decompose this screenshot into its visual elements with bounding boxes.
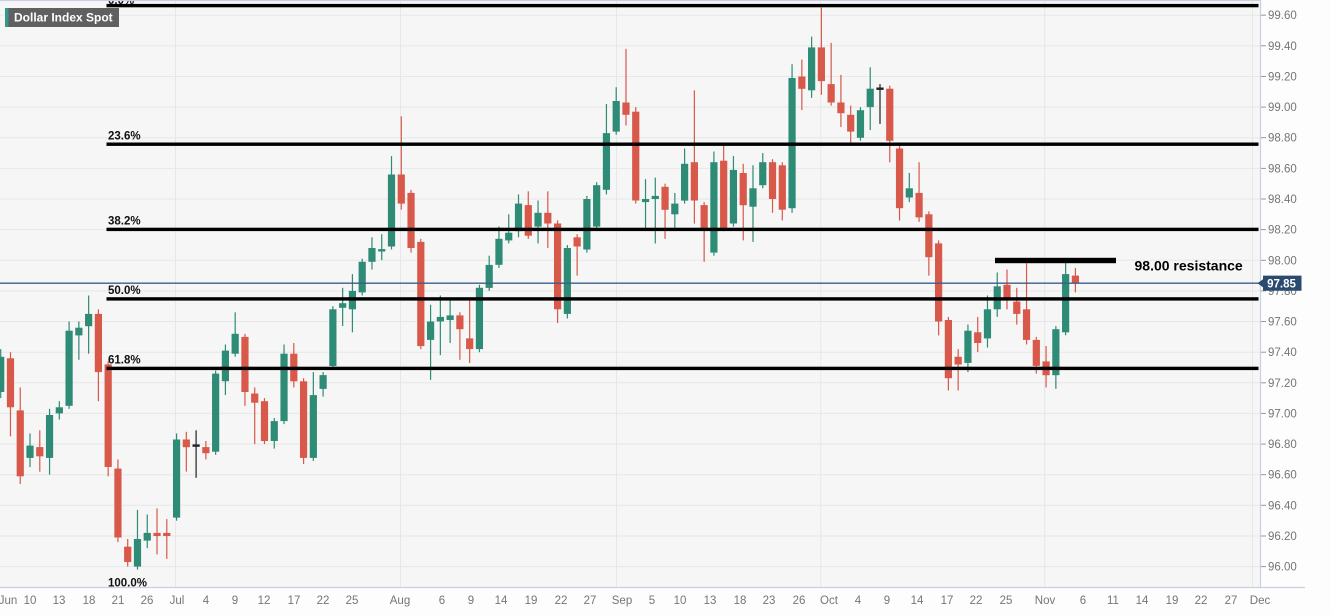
svg-text:23: 23 (763, 595, 776, 607)
svg-text:17: 17 (288, 595, 301, 607)
svg-text:97.85: 97.85 (1267, 278, 1296, 290)
svg-text:96.40: 96.40 (1268, 500, 1297, 512)
svg-text:Oct: Oct (820, 595, 839, 607)
svg-text:Jun: Jun (0, 595, 17, 607)
svg-text:97.20: 97.20 (1268, 378, 1297, 390)
svg-text:99.00: 99.00 (1268, 102, 1297, 114)
svg-text:27: 27 (1225, 595, 1238, 607)
svg-text:9: 9 (884, 595, 890, 607)
svg-text:9: 9 (232, 595, 238, 607)
svg-text:Jul: Jul (170, 595, 185, 607)
svg-text:19: 19 (525, 595, 538, 607)
svg-text:96.00: 96.00 (1268, 562, 1297, 574)
svg-text:Dec: Dec (1250, 595, 1271, 607)
svg-text:25: 25 (346, 595, 359, 607)
svg-text:98.00: 98.00 (1268, 255, 1297, 267)
svg-text:17: 17 (941, 595, 954, 607)
svg-text:26: 26 (141, 595, 154, 607)
svg-text:Sep: Sep (612, 595, 632, 607)
svg-text:11: 11 (1107, 595, 1119, 607)
svg-text:9: 9 (468, 595, 474, 607)
svg-text:100.0%: 100.0% (108, 578, 147, 590)
svg-text:22: 22 (1195, 595, 1208, 607)
svg-text:6: 6 (439, 595, 445, 607)
svg-text:96.20: 96.20 (1268, 531, 1297, 543)
svg-text:27: 27 (584, 595, 597, 607)
svg-text:6: 6 (1080, 595, 1086, 607)
svg-text:98.40: 98.40 (1268, 194, 1297, 206)
svg-text:Aug: Aug (390, 595, 410, 607)
svg-text:23.6%: 23.6% (108, 130, 141, 142)
svg-text:38.2%: 38.2% (108, 216, 141, 228)
svg-text:10: 10 (674, 595, 687, 607)
svg-text:Nov: Nov (1035, 595, 1056, 607)
svg-text:10: 10 (24, 595, 37, 607)
svg-text:99.40: 99.40 (1268, 41, 1297, 53)
svg-text:26: 26 (793, 595, 806, 607)
svg-text:22: 22 (970, 595, 983, 607)
svg-text:4: 4 (855, 595, 862, 607)
svg-text:97.60: 97.60 (1268, 317, 1297, 329)
svg-text:18: 18 (83, 595, 96, 607)
svg-text:97.40: 97.40 (1268, 347, 1297, 359)
svg-text:14: 14 (911, 595, 924, 607)
svg-text:21: 21 (112, 595, 125, 607)
svg-text:13: 13 (53, 595, 66, 607)
svg-text:4: 4 (203, 595, 210, 607)
svg-text:97.00: 97.00 (1268, 408, 1297, 420)
svg-text:61.8%: 61.8% (108, 355, 141, 367)
svg-text:12: 12 (258, 595, 271, 607)
svg-text:22: 22 (555, 595, 568, 607)
svg-text:96.80: 96.80 (1268, 439, 1297, 451)
svg-text:96.60: 96.60 (1268, 470, 1297, 482)
svg-text:5: 5 (649, 595, 655, 607)
svg-text:99.60: 99.60 (1268, 10, 1297, 22)
svg-text:98.60: 98.60 (1268, 163, 1297, 175)
svg-text:14: 14 (1136, 595, 1149, 607)
svg-text:14: 14 (495, 595, 508, 607)
svg-text:98.20: 98.20 (1268, 225, 1297, 237)
svg-text:98.80: 98.80 (1268, 133, 1297, 145)
svg-text:99.20: 99.20 (1268, 72, 1297, 84)
svg-text:25: 25 (1000, 595, 1013, 607)
svg-text:50.0%: 50.0% (108, 285, 141, 297)
svg-text:13: 13 (704, 595, 717, 607)
svg-text:22: 22 (317, 595, 330, 607)
svg-text:98.00 resistance: 98.00 resistance (1135, 258, 1243, 274)
svg-text:0.0%: 0.0% (108, 0, 134, 7)
svg-text:Dollar Index Spot: Dollar Index Spot (14, 11, 113, 25)
svg-text:18: 18 (734, 595, 747, 607)
svg-text:19: 19 (1166, 595, 1179, 607)
